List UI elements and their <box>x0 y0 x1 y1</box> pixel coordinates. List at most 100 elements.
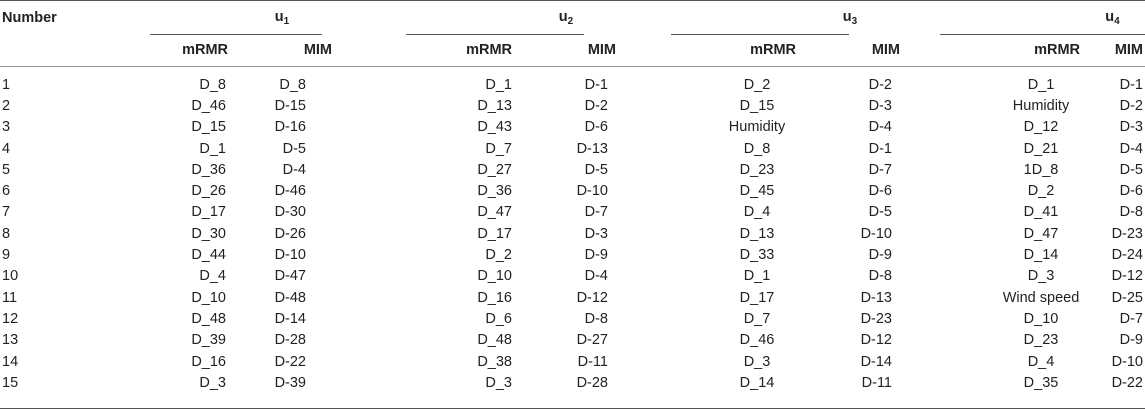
cell-u4-mim: D-4 <box>1119 140 1143 157</box>
cell-u3-mrmr: D_33 <box>739 247 775 264</box>
cell-u3-mim: D-6 <box>868 183 892 200</box>
table-row: 14 D_16 D-22 D_38 D-11 D_3 D-14 D_4 D-10 <box>0 351 1145 372</box>
cell-u2-mim: D-4 <box>584 268 608 285</box>
cell-u4-mrmr: D_21 <box>1023 140 1059 157</box>
table-row: 15 D_3 D-39 D_3 D-28 D_14 D-11 D_35 D-22 <box>0 372 1145 393</box>
cell-u3-mim: D-7 <box>868 161 892 178</box>
group-u2-base: u <box>558 8 568 25</box>
cell-u3-mrmr: D_17 <box>739 289 775 306</box>
cell-u3-mrmr: D_46 <box>739 332 775 349</box>
gap-cell <box>620 138 718 159</box>
cell-u1-mrmr: D_39 <box>191 332 226 349</box>
table-header: Number u1 u2 u3 u4 <box>0 0 1145 66</box>
cell-u3-mrmr: D_8 <box>743 140 771 157</box>
cell-number: 11 <box>2 289 18 306</box>
group-u1-sub: 1 <box>283 15 290 27</box>
cell-number: 2 <box>2 97 11 114</box>
table-row: 5 D_36 D-4 D_27 D-5 D_23 D-7 1D_8 D-5 <box>0 159 1145 180</box>
u1-mrmr-header: mRMR <box>182 42 228 58</box>
cell-u1-mim: D-5 <box>282 140 306 157</box>
u3-mrmr-header: mRMR <box>750 42 796 58</box>
cell-u2-mrmr: D_17 <box>477 225 512 242</box>
cell-u4-mim: D-3 <box>1119 119 1143 136</box>
cell-u4-mim: D-5 <box>1119 161 1143 178</box>
gap-cell <box>904 287 1002 308</box>
cell-u2-mim: D-6 <box>584 119 608 136</box>
cell-u1-mrmr: D_3 <box>199 374 226 391</box>
cell-u2-mrmr: D_36 <box>477 183 512 200</box>
group-header-u4: u4 <box>1080 0 1145 34</box>
gap-cell <box>620 180 718 201</box>
cell-u2-mim: D-28 <box>576 374 608 391</box>
cell-u4-mim: D-25 <box>1111 289 1143 306</box>
cell-u4-mrmr: D_35 <box>1023 374 1059 391</box>
gap-cell <box>904 351 1002 372</box>
cell-u1-mim: D-4 <box>282 161 306 178</box>
cell-u3-mrmr: D_2 <box>743 76 771 93</box>
cell-number: 6 <box>2 183 11 200</box>
cell-u1-mrmr: D_48 <box>191 310 226 327</box>
cell-u3-mim: D-4 <box>868 119 892 136</box>
cell-u4-mim: D-8 <box>1119 204 1143 221</box>
cell-u2-mim: D-9 <box>584 247 608 264</box>
gap-cell <box>904 74 1002 95</box>
table-bottom-rule <box>0 408 1145 409</box>
table-row: 2 D_46 D-15 D_13 D-2 D_15 D-3 Humidity D-2 <box>0 95 1145 116</box>
gap-cell <box>904 372 1002 393</box>
cell-u2-mrmr: D_47 <box>477 204 512 221</box>
cell-u3-mim: D-13 <box>860 289 892 306</box>
gap-cell <box>904 95 1002 116</box>
gap-cell <box>620 117 718 138</box>
group-u4-sub: 4 <box>1114 15 1120 27</box>
cell-u2-mrmr: D_1 <box>485 76 512 93</box>
feature-selection-table: Number u1 u2 u3 u4 <box>0 0 1145 393</box>
gap-cell <box>620 159 718 180</box>
gap-cell <box>620 95 718 116</box>
gap-cell <box>336 180 434 201</box>
cell-number: 5 <box>2 161 11 178</box>
gap-cell <box>904 159 1002 180</box>
cell-number: 4 <box>2 140 11 157</box>
group-header-u3: u3 <box>796 0 904 34</box>
gap-cell <box>620 372 718 393</box>
cell-u1-mim: D-30 <box>274 204 306 221</box>
cell-u1-mim: D-16 <box>274 119 306 136</box>
table-row: 4 D_1 D-5 D_7 D-13 D_8 D-1 D_21 D-4 <box>0 138 1145 159</box>
gap-cell <box>904 308 1002 329</box>
group-rule-u2 <box>406 34 584 35</box>
cell-u4-mrmr: 1D_8 <box>1023 161 1059 178</box>
cell-u1-mim: D-46 <box>274 183 306 200</box>
cell-number: 14 <box>2 353 19 370</box>
cell-u3-mrmr: D_15 <box>739 97 775 114</box>
gap-cell <box>336 74 434 95</box>
table-row: 3 D_15 D-16 D_43 D-6 Humidity D-4 D_12 D-3 <box>0 117 1145 138</box>
u2-mrmr-header: mRMR <box>466 42 512 58</box>
u3-mim-header: MIM <box>871 42 900 58</box>
cell-u2-mrmr: D_10 <box>477 268 512 285</box>
gap-cell <box>904 180 1002 201</box>
gap-cell <box>336 95 434 116</box>
cell-u3-mim: D-2 <box>868 76 892 93</box>
cell-u1-mrmr: D_17 <box>191 204 226 221</box>
cell-u3-mrmr: D_13 <box>739 225 775 242</box>
gap-cell <box>620 287 718 308</box>
gap-cell <box>620 351 718 372</box>
group-u3-base: u <box>842 8 852 25</box>
cell-number: 10 <box>2 268 19 285</box>
cell-u1-mim: D-47 <box>274 268 306 285</box>
gap-cell <box>620 308 718 329</box>
cell-u2-mrmr: D_7 <box>485 140 512 157</box>
gap-cell <box>336 351 434 372</box>
cell-u4-mim: D-7 <box>1119 310 1143 327</box>
cell-u4-mrmr: D_2 <box>1027 183 1055 200</box>
cell-u2-mim: D-10 <box>576 183 608 200</box>
number-column-header: Number <box>0 0 150 66</box>
table-row: 12 D_48 D-14 D_6 D-8 D_7 D-23 D_10 D-7 <box>0 308 1145 329</box>
cell-u4-mrmr: D_41 <box>1023 204 1059 221</box>
gap-cell <box>904 138 1002 159</box>
cell-u3-mrmr: D_14 <box>739 374 775 391</box>
group-header-u1: u1 <box>228 0 336 34</box>
cell-u1-mrmr: D_1 <box>199 140 226 157</box>
cell-u1-mrmr: D_26 <box>191 183 226 200</box>
gap-cell <box>904 244 1002 265</box>
